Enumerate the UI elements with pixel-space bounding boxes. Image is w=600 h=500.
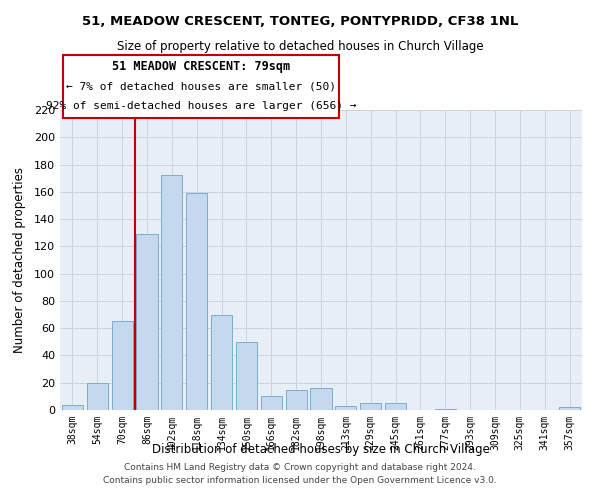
Bar <box>385 403 406 410</box>
Text: 51 MEADOW CRESCENT: 79sqm: 51 MEADOW CRESCENT: 79sqm <box>112 60 290 73</box>
Bar <box>161 176 182 410</box>
Bar <box>62 404 83 410</box>
Bar <box>335 406 356 410</box>
Text: Contains HM Land Registry data © Crown copyright and database right 2024.
Contai: Contains HM Land Registry data © Crown c… <box>103 464 497 485</box>
Bar <box>435 408 456 410</box>
Bar <box>310 388 332 410</box>
Text: 51, MEADOW CRESCENT, TONTEG, PONTYPRIDD, CF38 1NL: 51, MEADOW CRESCENT, TONTEG, PONTYPRIDD,… <box>82 15 518 28</box>
Bar <box>186 193 207 410</box>
Bar <box>87 382 108 410</box>
Y-axis label: Number of detached properties: Number of detached properties <box>13 167 26 353</box>
Bar <box>261 396 282 410</box>
Bar <box>559 408 580 410</box>
Text: ← 7% of detached houses are smaller (50): ← 7% of detached houses are smaller (50) <box>66 81 336 91</box>
FancyBboxPatch shape <box>62 54 339 118</box>
Bar <box>112 322 133 410</box>
Bar <box>360 403 381 410</box>
Text: Size of property relative to detached houses in Church Village: Size of property relative to detached ho… <box>116 40 484 53</box>
Bar <box>211 314 232 410</box>
Bar <box>136 234 158 410</box>
Text: 92% of semi-detached houses are larger (656) →: 92% of semi-detached houses are larger (… <box>46 100 356 110</box>
Bar <box>236 342 257 410</box>
Bar <box>286 390 307 410</box>
Text: Distribution of detached houses by size in Church Village: Distribution of detached houses by size … <box>152 442 490 456</box>
